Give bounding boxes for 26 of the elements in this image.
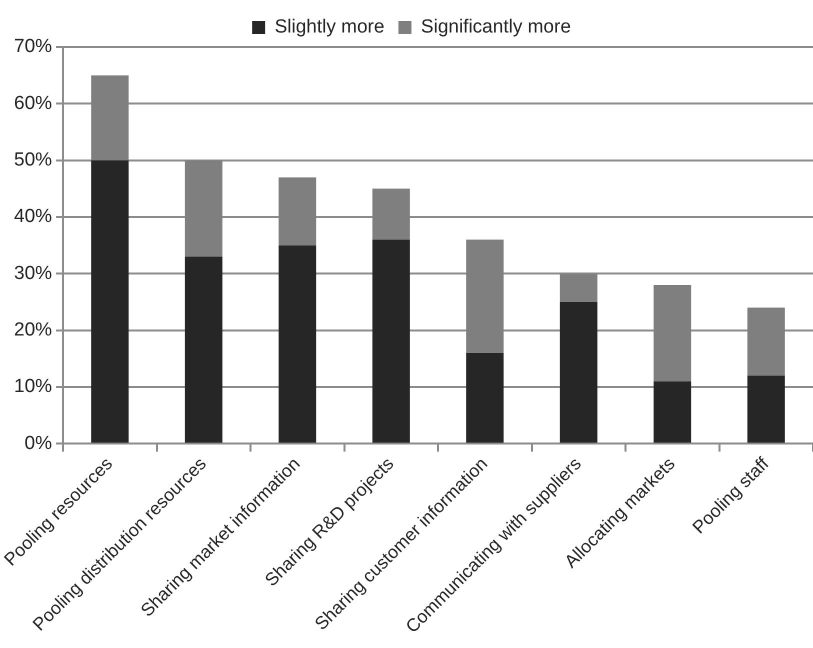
bar: [372, 240, 410, 443]
bar: [91, 160, 129, 443]
bar: [184, 160, 222, 257]
bar: [184, 256, 222, 443]
bar: [91, 75, 129, 160]
y-tick-label: 10%: [14, 376, 52, 398]
y-tick-label: 50%: [14, 150, 52, 171]
bar: [466, 240, 504, 353]
y-tick-label: 40%: [14, 206, 52, 228]
legend-label: Slightly more: [274, 16, 384, 38]
y-tick-label: 20%: [14, 320, 52, 341]
bar: [560, 302, 598, 443]
legend-label: Significantly more: [420, 16, 571, 38]
bar: [747, 308, 785, 376]
bar: [654, 381, 692, 443]
bar: [278, 177, 316, 246]
bar: [278, 245, 316, 443]
bar: [372, 188, 410, 240]
bar: [466, 352, 504, 443]
y-tick-label: 70%: [14, 36, 52, 58]
bar: [560, 274, 598, 302]
bar: [747, 376, 785, 443]
y-tick-label: 30%: [14, 262, 52, 284]
y-tick-label: 60%: [14, 92, 52, 114]
y-tick-label: 0%: [24, 432, 52, 454]
bar: [654, 284, 692, 382]
